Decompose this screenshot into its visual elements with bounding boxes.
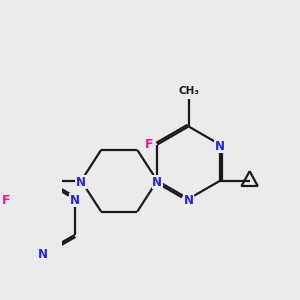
Text: CH₃: CH₃ (178, 86, 199, 96)
Text: N: N (76, 176, 86, 189)
Text: F: F (2, 194, 10, 207)
Text: N: N (38, 248, 48, 261)
Text: N: N (70, 194, 80, 207)
Text: N: N (152, 176, 162, 189)
Text: N: N (215, 140, 225, 153)
Text: F: F (145, 138, 154, 151)
Text: N: N (184, 194, 194, 207)
